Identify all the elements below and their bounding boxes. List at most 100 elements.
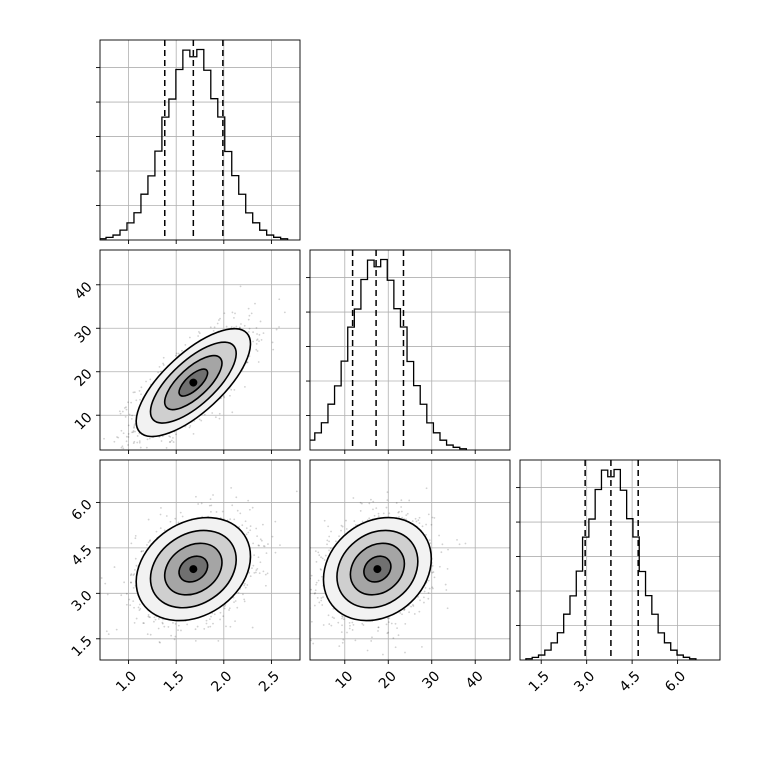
y-tick-label: 20	[72, 366, 96, 390]
sample-point	[306, 599, 308, 601]
sample-point	[264, 584, 267, 587]
sample-point	[197, 330, 200, 333]
sample-point	[388, 617, 391, 620]
sample-point	[163, 625, 166, 628]
sample-point	[208, 618, 211, 621]
density-contour	[349, 542, 406, 596]
sample-point	[338, 535, 340, 538]
sample-point	[256, 350, 259, 352]
sample-point	[130, 542, 133, 545]
sample-point	[390, 622, 393, 625]
panel-frame	[99, 459, 301, 661]
sample-point	[234, 620, 236, 622]
sample-point	[323, 559, 326, 561]
sample-point	[326, 539, 329, 542]
sample-point	[132, 574, 135, 576]
sample-point	[229, 518, 232, 521]
sample-point	[417, 519, 420, 522]
sample-point	[125, 440, 128, 443]
sample-point	[398, 516, 400, 518]
sample-point	[302, 603, 304, 605]
sample-point	[382, 512, 385, 515]
sample-point	[424, 586, 427, 589]
sample-point	[411, 520, 414, 522]
sample-point	[346, 631, 348, 634]
scatter-panel-2-0: 1.5 3.0 4.5 6.0 1.0 1.5 2.0 2.5	[69, 459, 301, 695]
sample-point	[194, 628, 197, 631]
sample-point	[123, 407, 126, 409]
sample-point	[225, 625, 227, 628]
sample-point	[223, 607, 226, 610]
sample-point	[103, 437, 105, 440]
sample-point	[106, 593, 109, 596]
sample-point	[140, 550, 143, 553]
sample-point	[372, 508, 374, 511]
sample-point	[400, 499, 403, 502]
sample-point	[135, 399, 138, 402]
sample-point	[408, 499, 411, 502]
sample-point	[274, 520, 277, 523]
sample-point	[295, 490, 298, 493]
sample-point	[394, 622, 397, 625]
sample-point	[129, 604, 132, 606]
sample-point	[370, 498, 372, 501]
sample-point	[338, 645, 341, 647]
sample-point	[153, 616, 156, 619]
sample-point	[244, 520, 247, 523]
sample-point	[262, 570, 265, 573]
sample-point	[234, 312, 236, 315]
sample-point	[249, 575, 252, 578]
x-tick-label: 6.0	[662, 668, 689, 695]
sample-point	[340, 631, 343, 634]
sample-point	[377, 512, 380, 515]
sample-point	[130, 581, 133, 584]
sample-point	[252, 542, 255, 545]
sample-point	[328, 549, 330, 552]
sample-point	[146, 438, 149, 441]
sample-point	[249, 525, 252, 528]
sample-point	[377, 515, 380, 518]
sample-point	[304, 611, 306, 613]
sample-point	[177, 521, 180, 524]
sample-point	[147, 614, 150, 616]
sample-point	[431, 565, 434, 567]
sample-point	[184, 344, 187, 346]
sample-point	[305, 613, 307, 615]
sample-point	[246, 584, 249, 586]
sample-point	[228, 609, 230, 611]
sample-point	[230, 388, 233, 391]
sample-point	[399, 612, 402, 614]
sample-point	[129, 581, 132, 584]
sample-point	[431, 586, 434, 589]
sample-point	[410, 605, 412, 608]
sample-point	[138, 441, 141, 444]
sample-point	[408, 611, 410, 614]
sample-point	[127, 433, 130, 435]
y-tick-label: 40	[72, 279, 96, 303]
sample-point	[138, 603, 141, 606]
sample-point	[130, 573, 133, 576]
sample-point	[271, 535, 274, 538]
sample-point	[139, 398, 141, 401]
sample-point	[239, 512, 242, 515]
sample-point	[328, 535, 331, 538]
sample-point	[208, 504, 211, 507]
sample-point	[161, 622, 164, 625]
sample-point	[133, 606, 135, 609]
sample-point	[195, 495, 197, 498]
sample-point	[305, 558, 307, 560]
sample-point	[123, 581, 126, 584]
density-contour	[135, 516, 252, 622]
sample-point	[203, 627, 206, 630]
sample-point	[223, 312, 226, 315]
sample-point	[361, 622, 364, 625]
sample-point	[205, 622, 208, 625]
sample-point	[230, 326, 233, 328]
sample-point	[238, 326, 241, 329]
sample-point	[104, 582, 107, 585]
sample-point	[314, 550, 317, 553]
sample-point	[132, 586, 135, 589]
sample-point	[397, 634, 400, 637]
sample-point	[189, 425, 192, 427]
sample-point	[262, 332, 265, 335]
